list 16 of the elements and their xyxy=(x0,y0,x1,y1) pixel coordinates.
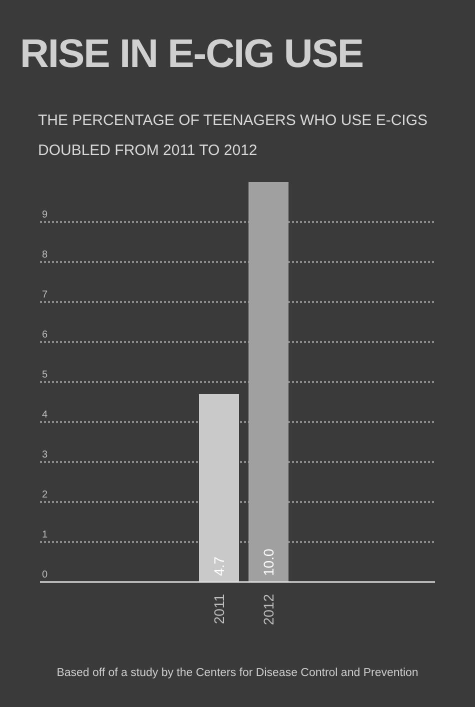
y-tick-label: 3 xyxy=(42,450,48,461)
y-tick-label: 9 xyxy=(42,210,48,221)
y-tick-label: 8 xyxy=(42,250,48,261)
text: Based off of a study by the Centers for Disease Control and Prevention xyxy=(56,667,420,679)
y-tick-label: 7 xyxy=(42,290,48,301)
y-tick-label: 5 xyxy=(42,370,48,381)
data-label: 10.0 xyxy=(260,548,276,576)
chart-title: RISE IN E-CIG USE xyxy=(20,32,364,77)
y-tick-label: 0 xyxy=(42,570,48,581)
y-tick-label: 4 xyxy=(42,410,48,421)
y-tick-label: 1 xyxy=(42,530,48,541)
y-tick-label: 2 xyxy=(42,490,48,501)
x-tick-label: 2011 xyxy=(210,594,227,624)
x-tick-label: 2012 xyxy=(260,594,276,626)
y-tick-label: 6 xyxy=(42,330,48,341)
chart-subtitle: THE PERCENTAGE OF TEENAGERS WHO USE E-CIGS DOUBLED FROM 2011 TO 2012 xyxy=(38,111,428,161)
